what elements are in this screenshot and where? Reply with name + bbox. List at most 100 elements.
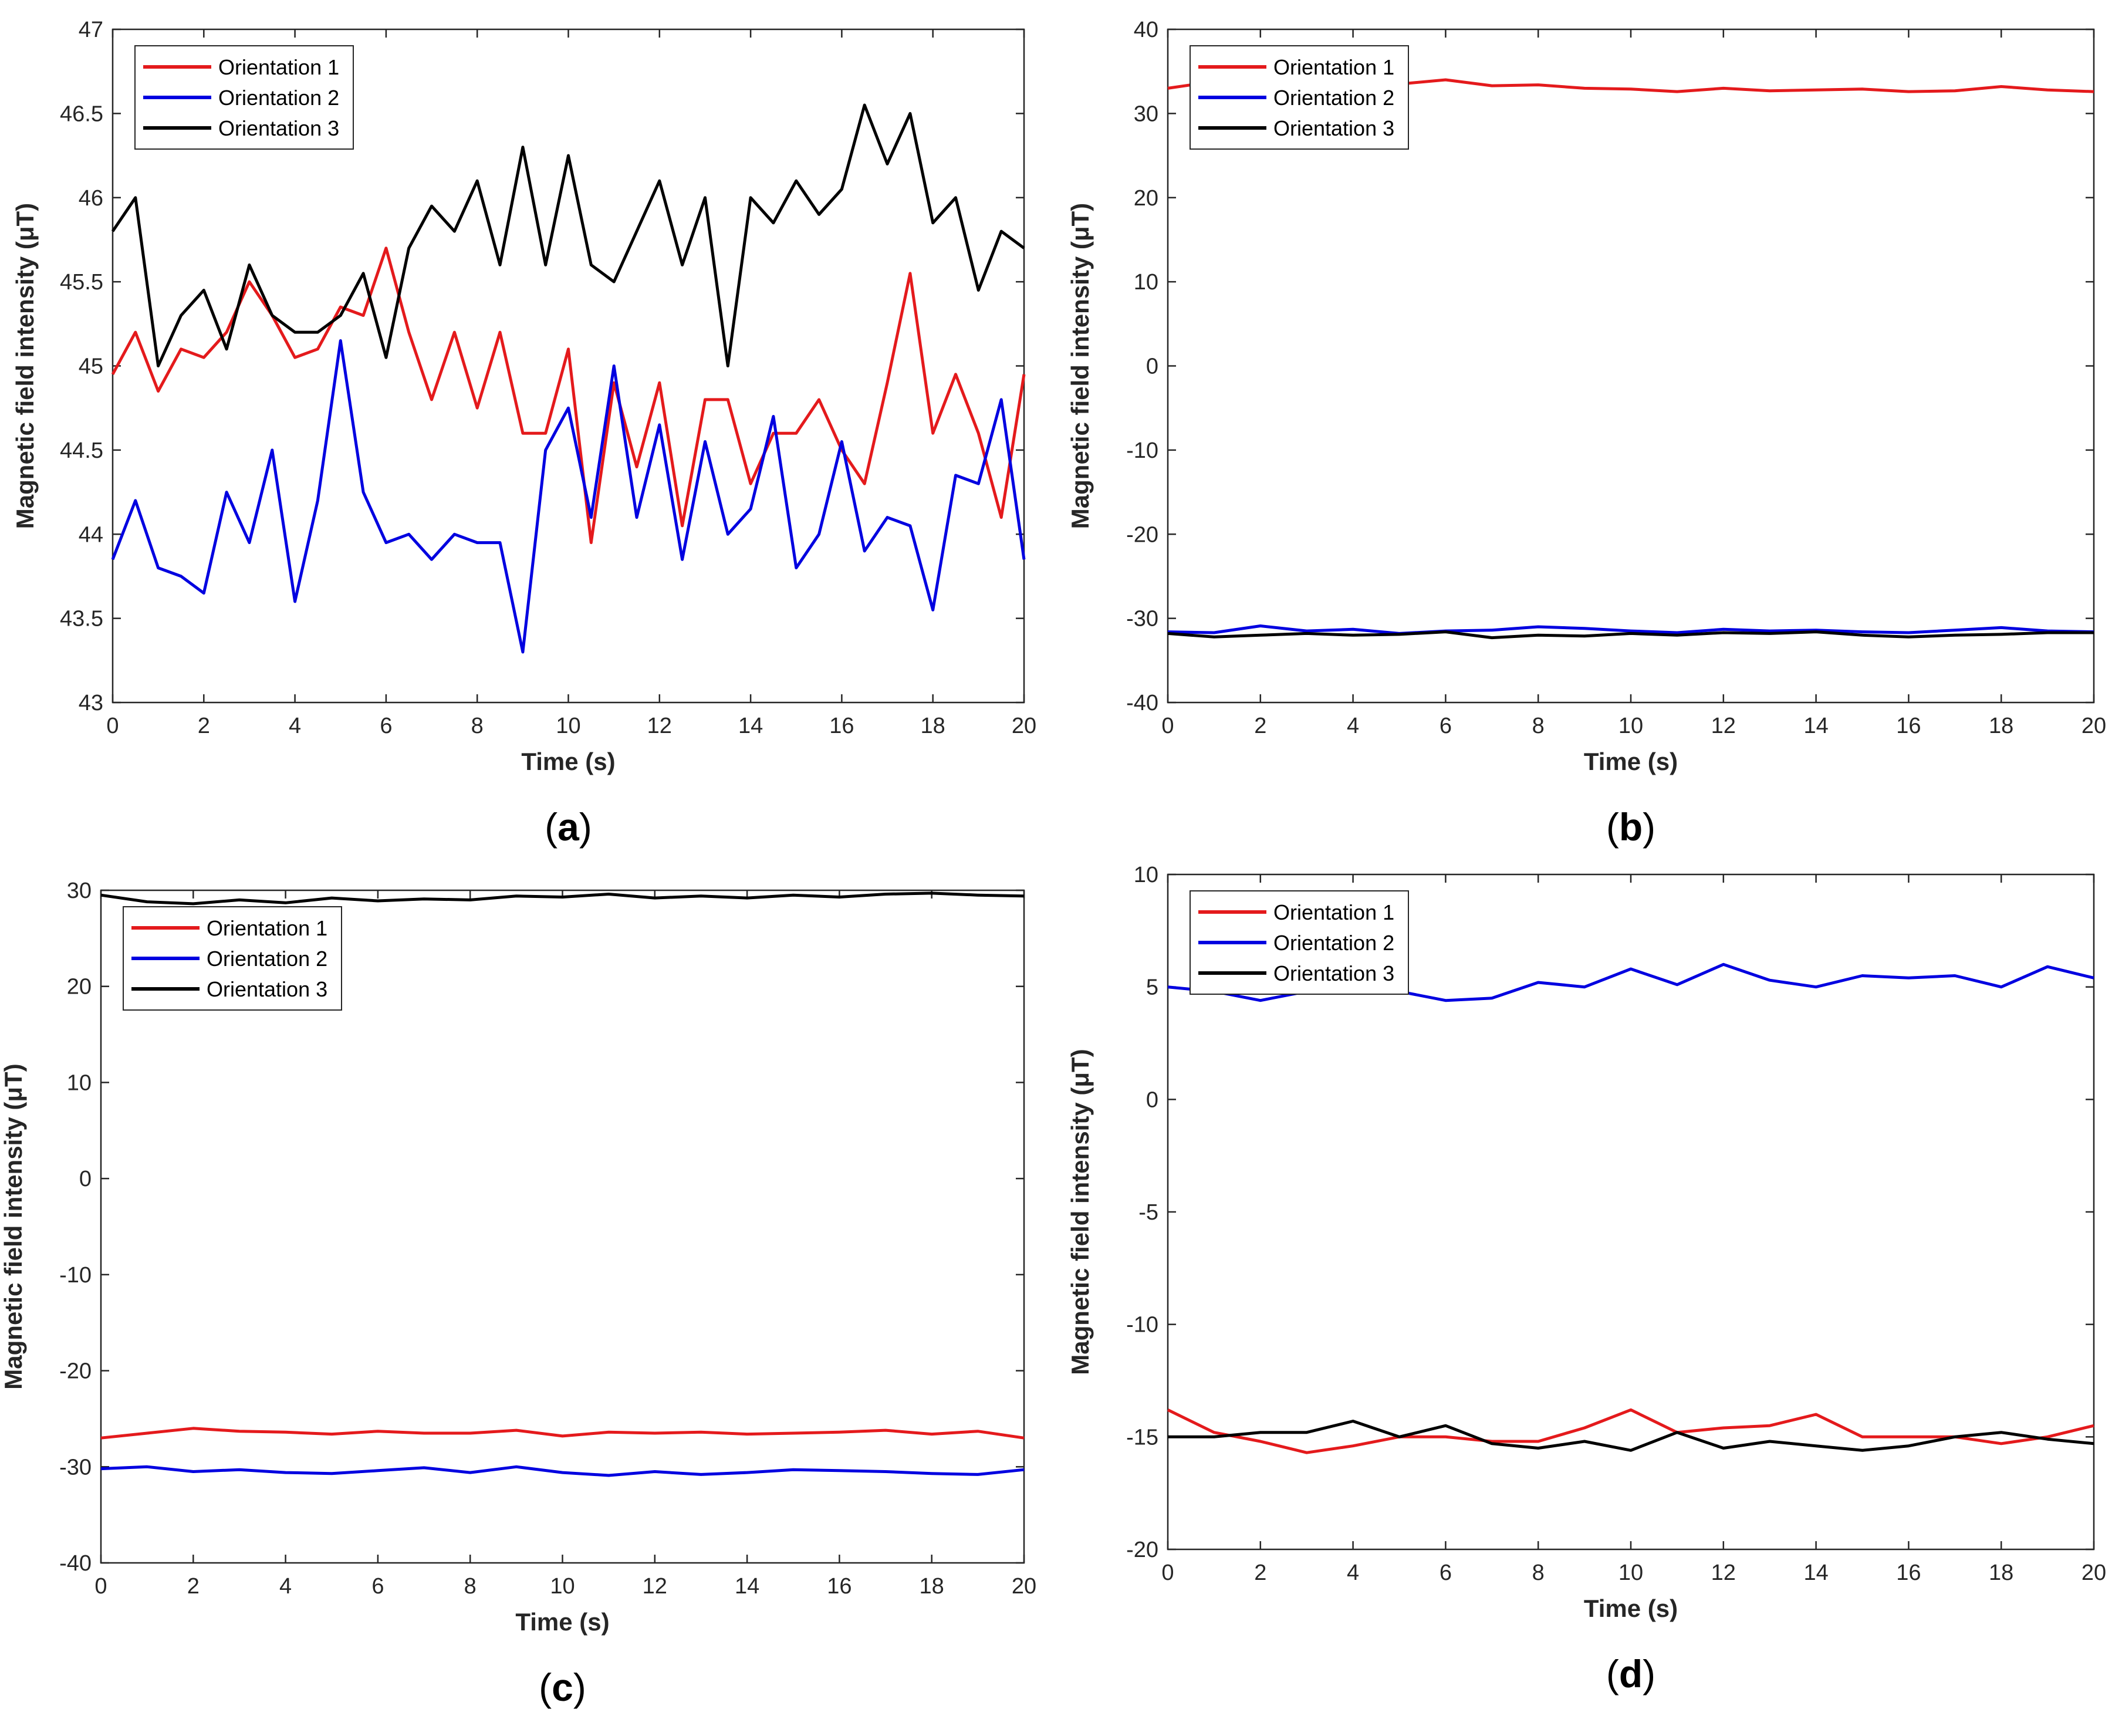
series-line-orientation-2	[111, 339, 1026, 654]
y-tick-label: -5	[1138, 1200, 1158, 1225]
x-tick-label: 0	[1161, 1561, 1174, 1585]
x-tick-label: 4	[1347, 714, 1359, 738]
x-tick-label: 0	[94, 1574, 107, 1599]
x-tick-label: 0	[106, 714, 119, 738]
y-tick-label: -10	[1126, 438, 1158, 463]
y-tick-label: 10	[67, 1070, 92, 1095]
y-tick-label: 20	[1134, 186, 1158, 211]
y-tick-label: 45	[79, 354, 103, 379]
legend-label: Orientation 2	[218, 86, 339, 110]
y-tick-label: 10	[1134, 270, 1158, 295]
panel-label-letter: c	[552, 1666, 573, 1709]
y-tick-label: 46.5	[60, 102, 103, 126]
x-tick-label: 14	[738, 714, 763, 738]
x-tick-label: 16	[1896, 1561, 1921, 1585]
x-tick-label: 18	[920, 1574, 944, 1599]
panel-label-letter: a	[557, 805, 580, 849]
y-tick-label: 0	[1146, 1087, 1158, 1112]
y-tick-label: 44.5	[60, 438, 103, 463]
x-tick-label: 18	[1989, 1561, 2013, 1585]
y-tick-label: 0	[79, 1167, 92, 1191]
x-tick-label: 10	[550, 1574, 575, 1599]
series-line-orientation-1	[100, 1427, 1025, 1440]
y-tick-label: -15	[1126, 1425, 1158, 1450]
x-tick-label: 2	[198, 714, 210, 738]
y-tick-label: 47	[79, 18, 103, 42]
x-tick-label: 6	[1440, 1561, 1452, 1585]
y-axis-label: Magnetic field intensity (μT)	[1066, 203, 1094, 529]
panel-label: (a)	[545, 805, 592, 849]
y-axis-label: Magnetic field intensity (μT)	[11, 203, 39, 529]
x-tick-label: 10	[556, 714, 580, 738]
panel-label: (d)	[1606, 1652, 1655, 1696]
y-tick-label: -30	[59, 1455, 92, 1480]
y-tick-label: 30	[1134, 102, 1158, 126]
legend-label: Orientation 2	[1273, 86, 1394, 110]
legend-label: Orientation 3	[218, 116, 339, 140]
x-tick-label: 8	[1532, 1561, 1545, 1585]
x-tick-label: 12	[643, 1574, 667, 1599]
x-tick-label: 14	[735, 1574, 759, 1599]
x-tick-label: 18	[921, 714, 945, 738]
legend-label: Orientation 3	[1273, 961, 1394, 985]
panel-label-letter: b	[1619, 805, 1643, 849]
x-tick-label: 14	[1803, 1561, 1828, 1585]
x-axis-label: Time (s)	[1584, 1595, 1678, 1622]
x-tick-label: 2	[1254, 714, 1266, 738]
x-tick-label: 20	[2082, 1561, 2106, 1585]
x-tick-label: 4	[1347, 1561, 1359, 1585]
x-tick-label: 8	[1532, 714, 1545, 738]
series-line-orientation-1	[111, 246, 1026, 545]
x-tick-label: 16	[1896, 714, 1921, 738]
y-tick-label: -40	[1126, 691, 1158, 715]
x-tick-label: 12	[647, 714, 672, 738]
x-tick-label: 6	[371, 1574, 384, 1599]
legend-label: Orientation 3	[207, 977, 327, 1001]
legend-label: Orientation 1	[207, 916, 327, 940]
y-tick-label: 30	[67, 879, 92, 903]
legend-label: Orientation 3	[1273, 116, 1394, 140]
y-tick-label: -20	[1126, 1538, 1158, 1562]
x-tick-label: 2	[187, 1574, 200, 1599]
y-tick-label: -20	[59, 1359, 92, 1384]
series-line-orientation-2	[1167, 624, 2094, 635]
y-tick-label: 44	[79, 522, 103, 547]
legend-label: Orientation 1	[218, 55, 339, 79]
x-tick-label: 10	[1618, 714, 1643, 738]
x-tick-label: 12	[1711, 1561, 1736, 1585]
x-tick-label: 8	[464, 1574, 477, 1599]
x-tick-label: 6	[380, 714, 392, 738]
x-tick-label: 10	[1618, 1561, 1643, 1585]
legend-label: Orientation 2	[207, 947, 327, 971]
panel-label-letter: d	[1619, 1652, 1643, 1696]
x-tick-label: 20	[2082, 714, 2106, 738]
x-tick-label: 0	[1161, 714, 1174, 738]
y-tick-label: 0	[1146, 354, 1158, 379]
x-tick-label: 4	[289, 714, 301, 738]
legend-label: Orientation 1	[1273, 55, 1394, 79]
series-line-orientation-3	[111, 103, 1025, 367]
x-tick-label: 20	[1012, 714, 1036, 738]
x-tick-label: 4	[279, 1574, 292, 1599]
panel-c: 0 2 4 6 8 10 12 14 16 18 20 -40 -30 -20 -10 0 10 20 30 Time…	[0, 879, 1036, 1709]
x-tick-label: 14	[1803, 714, 1828, 738]
series-line-orientation-3	[1167, 630, 2094, 640]
x-axis-label: Time (s)	[515, 1608, 609, 1636]
panel-b: 0 2 4 6 8 10 12 14 16 18 20 -40 -30 -20 -10 0 10 20 30 40 Ti…	[1066, 18, 2106, 849]
y-tick-label: 43	[79, 691, 103, 715]
panel-a: 0 2 4 6 8 10 12 14 16 18 204343.54444.54545.54646.…	[11, 18, 1036, 849]
legend-label: Orientation 2	[1273, 931, 1394, 955]
y-tick-label: -20	[1126, 522, 1158, 547]
y-tick-label: 45.5	[60, 270, 103, 295]
series-line-orientation-3	[100, 891, 1025, 906]
y-tick-label: 20	[67, 975, 92, 999]
x-tick-label: 20	[1012, 1574, 1036, 1599]
y-tick-label: -10	[1126, 1313, 1158, 1338]
x-tick-label: 12	[1711, 714, 1736, 738]
x-tick-label: 2	[1254, 1561, 1266, 1585]
x-tick-label: 16	[829, 714, 854, 738]
series-line-orientation-1	[1167, 1408, 2094, 1454]
panel-d: 0 2 4 6 8 10 12 14 16 18 20 -20 -15 -10 -5 0 5 10 Time (s)…	[1066, 863, 2106, 1696]
